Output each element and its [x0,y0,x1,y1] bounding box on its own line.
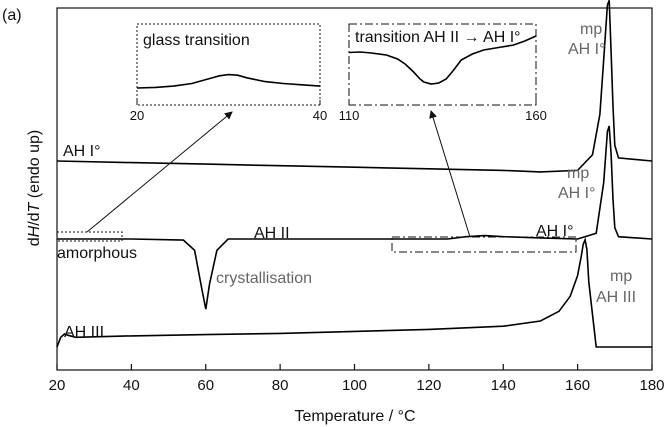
x-tick-label: 160 [565,377,590,394]
label-ah-iii-mp: AH III [596,289,636,306]
inset-transition-ticks: 110 160 [339,100,547,123]
x-tick-label: 140 [491,377,516,394]
inset-tick-label: 40 [313,108,327,123]
x-axis-ticks: 20 40 60 80 100 120 140 160 180 [49,364,665,394]
highlight-glass-region [56,231,123,242]
x-tick-label: 20 [49,377,66,394]
inset-tick-label: 110 [339,108,360,123]
x-tick-label: 80 [272,377,289,394]
inset-glass-ticks: 20 40 [130,100,327,123]
label-mp-ah-iii: mp [610,268,632,285]
label-ah-iii: AH III [64,324,104,341]
label-ah-i-top: AH I° [568,41,606,58]
label-ah-i-transition: AH I° [536,223,574,240]
label-ah-i: AH I° [63,143,101,160]
inset-transition-frame [348,23,537,106]
inset-glass-frame [136,23,321,106]
trace-ah-iii [56,237,652,348]
highlight-transition-region [391,236,577,253]
trace-ah-ii [57,125,653,310]
label-ah-ii: AH II [254,225,290,242]
label-amorphous: amorphous [57,245,137,262]
x-tick-label: 120 [416,377,441,394]
inset-transition-title: transition AH II → AH I° [355,29,521,46]
inset-tick-label: 160 [525,108,547,123]
panel-label: (a) [2,7,22,24]
arrow-to-transition-inset [429,110,471,238]
inset-glass-trace [136,73,321,89]
inset-tick-label: 20 [130,108,144,123]
label-ah-i-mid: AH I° [558,185,596,202]
label-mp-ah-i-mid: mp [567,165,589,182]
x-tick-label: 60 [197,377,214,394]
trace-ah-i [56,0,653,173]
inset-transition-trace [348,35,537,85]
label-mp-ah-i-top: mp [580,21,602,38]
x-tick-label: 100 [342,377,367,394]
label-crystallisation: crystallisation [216,270,312,287]
inset-glass-title: glass transition [143,32,250,49]
x-tick-label: 40 [123,377,140,394]
x-axis-label: Temperature / °C [294,408,415,425]
x-tick-label: 180 [639,377,664,394]
y-axis-label: dH/dT (endo up) [26,130,43,247]
arrow-to-glass-inset [86,111,233,233]
